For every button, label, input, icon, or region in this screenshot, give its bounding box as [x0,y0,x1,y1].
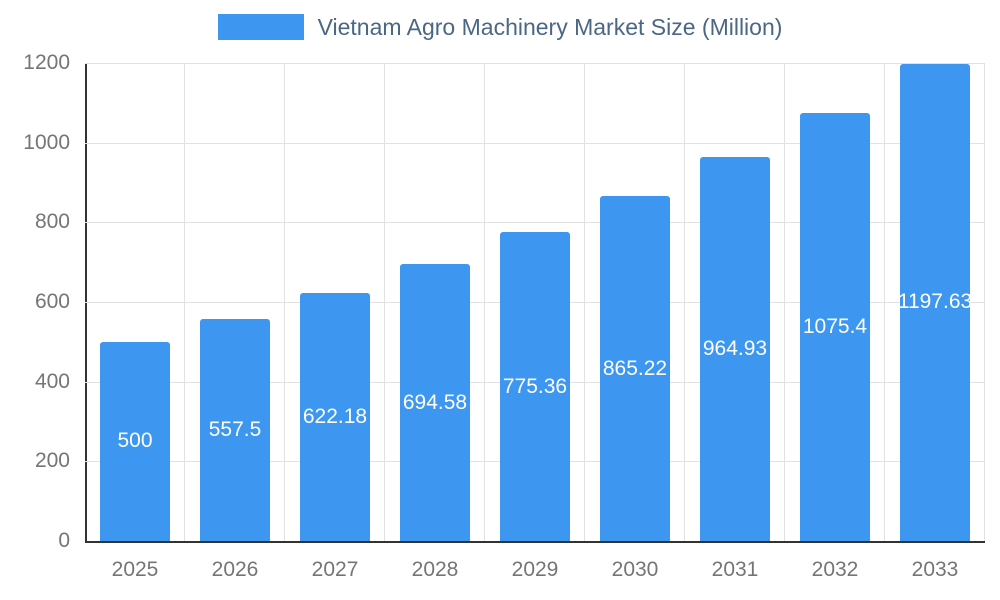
bar-value-label: 557.5 [208,417,262,441]
x-tick-label: 2032 [811,558,859,581]
x-tick-label: 2033 [911,558,959,581]
v-gridline [684,63,685,541]
v-gridline [184,63,185,541]
bar-2027[interactable]: 622.18 [300,293,370,541]
v-gridline [984,63,985,541]
bar-2030[interactable]: 865.22 [600,196,670,541]
bar-2025[interactable]: 500 [100,341,170,541]
bar-value-label: 865.22 [602,356,668,380]
v-gridline [384,63,385,541]
x-tick-label: 2026 [211,558,259,581]
bar-2033[interactable]: 1197.63 [897,63,973,541]
v-gridline [284,63,285,541]
y-tick-label: 400 [34,369,70,393]
x-axis-line [85,541,985,543]
x-tick-label: 2028 [411,558,459,581]
bar-2029[interactable]: 775.36 [500,232,570,541]
x-tick-label: 2030 [611,558,659,581]
y-tick-label: 0 [58,529,70,552]
h-gridline [85,142,985,144]
chart-title: Vietnam Agro Machinery Market Size (Mill… [317,14,783,40]
plot-area: 500 557.5 622.18 694.58 775.36 865.22 964.93 10… [85,63,985,543]
v-gridline [884,63,885,541]
bar-value-label: 1197.63 [897,290,973,314]
y-tick-label: 600 [34,290,70,313]
legend-swatch[interactable] [217,14,304,40]
bar-value-label: 694.58 [402,390,468,414]
bar-value-label: 622.18 [302,405,368,429]
y-tick-label: 200 [34,449,70,473]
x-tick-label: 2025 [111,558,159,581]
bar-value-label: 500 [117,429,153,453]
y-tick-label: 1000 [23,130,70,154]
bar-2028[interactable]: 694.58 [400,264,470,541]
x-tick-label: 2027 [311,558,359,581]
v-gridline [784,63,785,541]
bar-2032[interactable]: 1075.4 [800,112,870,541]
bar-2026[interactable]: 557.5 [200,318,270,541]
v-gridline [584,63,585,541]
x-tick-label: 2029 [511,558,559,581]
bar-2031[interactable]: 964.93 [700,156,770,541]
v-gridline [484,63,485,541]
y-tick-label: 800 [34,210,70,234]
h-gridline [85,222,985,224]
x-tick-label: 2031 [711,558,759,581]
chart-legend: Vietnam Agro Machinery Market Size (Mill… [0,14,1000,40]
h-gridline [85,63,985,64]
y-tick-label: 1200 [23,51,70,74]
bar-value-label: 775.36 [502,374,568,398]
bar-value-label: 964.93 [702,336,768,360]
bar-value-label: 1075.4 [802,314,868,338]
